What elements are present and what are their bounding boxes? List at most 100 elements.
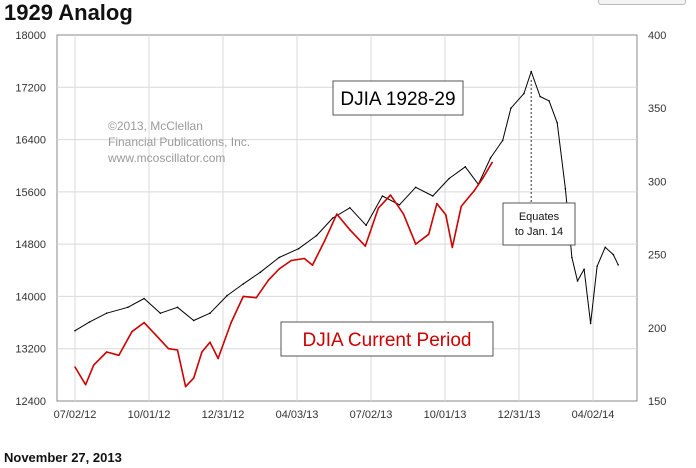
point-djia-1928-29 (381, 195, 384, 197)
point-djia-1928-29 (489, 157, 492, 159)
left-tick-label: 12400 (15, 396, 46, 408)
x-tick-label: 12/31/12 (202, 409, 245, 421)
point-djia-1928-29 (612, 253, 615, 256)
right-tick-label: 150 (648, 396, 666, 408)
watermark: ©2013, McClellan Financial Publications,… (107, 119, 250, 165)
point-djia-current-period (491, 161, 494, 164)
point-djia-1928-29 (278, 256, 280, 259)
point-djia-1928-29 (501, 139, 504, 142)
point-djia-current-period (445, 213, 447, 216)
legend-label-djia-1928-29: DJIA 1928-29 (340, 89, 455, 110)
right-tick-label: 250 (648, 250, 666, 262)
point-djia-current-period (364, 245, 367, 247)
point-djia-current-period (473, 189, 476, 192)
annotation-text: Equates (519, 211, 560, 223)
point-djia-1928-29 (604, 246, 606, 249)
point-djia-current-period (201, 351, 203, 353)
point-djia-1928-29 (617, 264, 619, 266)
point-djia-1928-29 (349, 207, 351, 209)
point-djia-1928-29 (432, 195, 434, 197)
series-djia-1928-29-line (74, 71, 619, 332)
point-djia-1928-29 (464, 166, 467, 168)
watermark-line-2: Financial Publications, Inc. (108, 135, 250, 149)
point-djia-1928-29 (596, 265, 598, 268)
x-axis-ticks: 07/02/12 10/01/12 12/31/12 04/03/13 07/02/13… (54, 409, 615, 421)
annotation-text: to Jan. 14 (515, 226, 563, 238)
left-tick-label: 17200 (15, 82, 46, 94)
point-djia-1928-29 (589, 322, 592, 325)
point-djia-1928-29 (143, 297, 145, 300)
point-djia-current-period (176, 349, 179, 351)
left-tick-label: 16400 (15, 135, 46, 147)
point-djia-current-period (209, 341, 211, 344)
point-djia-1928-29 (530, 70, 532, 73)
point-djia-current-period (167, 347, 170, 350)
legend-label-djia-current-period: DJIA Current Period (303, 330, 472, 351)
corner-tab (598, 0, 686, 5)
point-djia-current-period (436, 202, 438, 205)
point-djia-current-period (303, 257, 306, 260)
point-djia-1928-29 (523, 92, 525, 95)
right-tick-label: 350 (648, 103, 666, 115)
right-tick-label: 400 (648, 30, 666, 42)
point-djia-current-period (451, 246, 454, 249)
point-djia-current-period (255, 296, 258, 299)
point-djia-current-period (278, 268, 280, 270)
point-djia-current-period (155, 334, 158, 337)
left-tick-label: 13200 (15, 344, 46, 356)
point-djia-1928-29 (297, 247, 300, 250)
point-djia-1928-29 (105, 312, 108, 315)
point-djia-current-period (118, 354, 120, 357)
legend-box-red (280, 321, 494, 357)
point-djia-1928-29 (583, 268, 585, 271)
point-djia-current-period (143, 321, 145, 324)
point-djia-1928-29 (226, 294, 228, 297)
point-djia-current-period (105, 351, 108, 353)
watermark-line-3: www.mcoscillator.com (107, 151, 225, 165)
point-djia-current-period (427, 233, 430, 236)
point-djia-current-period (92, 364, 95, 366)
point-djia-1928-29 (159, 312, 162, 315)
point-djia-current-period (481, 178, 484, 180)
x-tick-label: 10/01/12 (128, 409, 171, 421)
point-djia-1928-29 (571, 256, 573, 259)
point-djia-current-period (323, 240, 326, 242)
left-tick-label: 18000 (15, 30, 46, 42)
point-djia-current-period (460, 205, 463, 207)
point-djia-current-period (84, 383, 87, 386)
right-tick-label: 200 (648, 323, 666, 335)
point-djia-1928-29 (88, 321, 91, 323)
watermark-line-1: ©2013, McClellan (108, 119, 203, 133)
point-djia-1928-29 (332, 217, 334, 219)
right-axis-ticks: 400 350 300 250 200 150 (648, 30, 666, 408)
annotation-box (502, 202, 576, 246)
point-djia-1928-29 (176, 306, 179, 309)
point-djia-current-period (131, 330, 133, 333)
point-djia-1928-29 (510, 107, 512, 109)
point-djia-1928-29 (539, 95, 541, 98)
x-tick-label: 10/01/13 (424, 409, 467, 421)
point-djia-current-period (267, 279, 270, 281)
point-djia-1928-29 (556, 122, 558, 124)
point-djia-current-period (349, 229, 351, 231)
point-djia-1928-29 (259, 271, 262, 274)
point-djia-1928-29 (448, 177, 450, 180)
x-tick-label: 07/02/13 (350, 409, 393, 421)
point-djia-1928-29 (398, 204, 401, 206)
legend-box-black (332, 80, 464, 116)
point-djia-current-period (336, 213, 338, 215)
point-djia-1928-29 (209, 312, 211, 315)
point-djia-current-period (242, 295, 245, 298)
x-tick-label: 07/02/12 (54, 409, 97, 421)
point-djia-1928-29 (74, 329, 76, 332)
left-axis-ticks: 18000 17200 16400 15600 14800 14000 13200 12400 (15, 30, 46, 408)
point-djia-current-period (184, 385, 187, 388)
point-djia-1928-29 (548, 100, 550, 102)
point-djia-current-period (192, 377, 195, 379)
left-tick-label: 14800 (15, 239, 46, 251)
x-tick-label: 04/03/13 (276, 409, 319, 421)
date-stamp: November 27, 2013 (4, 450, 122, 465)
point-djia-1928-29 (242, 283, 245, 285)
point-djia-current-period (389, 194, 392, 196)
